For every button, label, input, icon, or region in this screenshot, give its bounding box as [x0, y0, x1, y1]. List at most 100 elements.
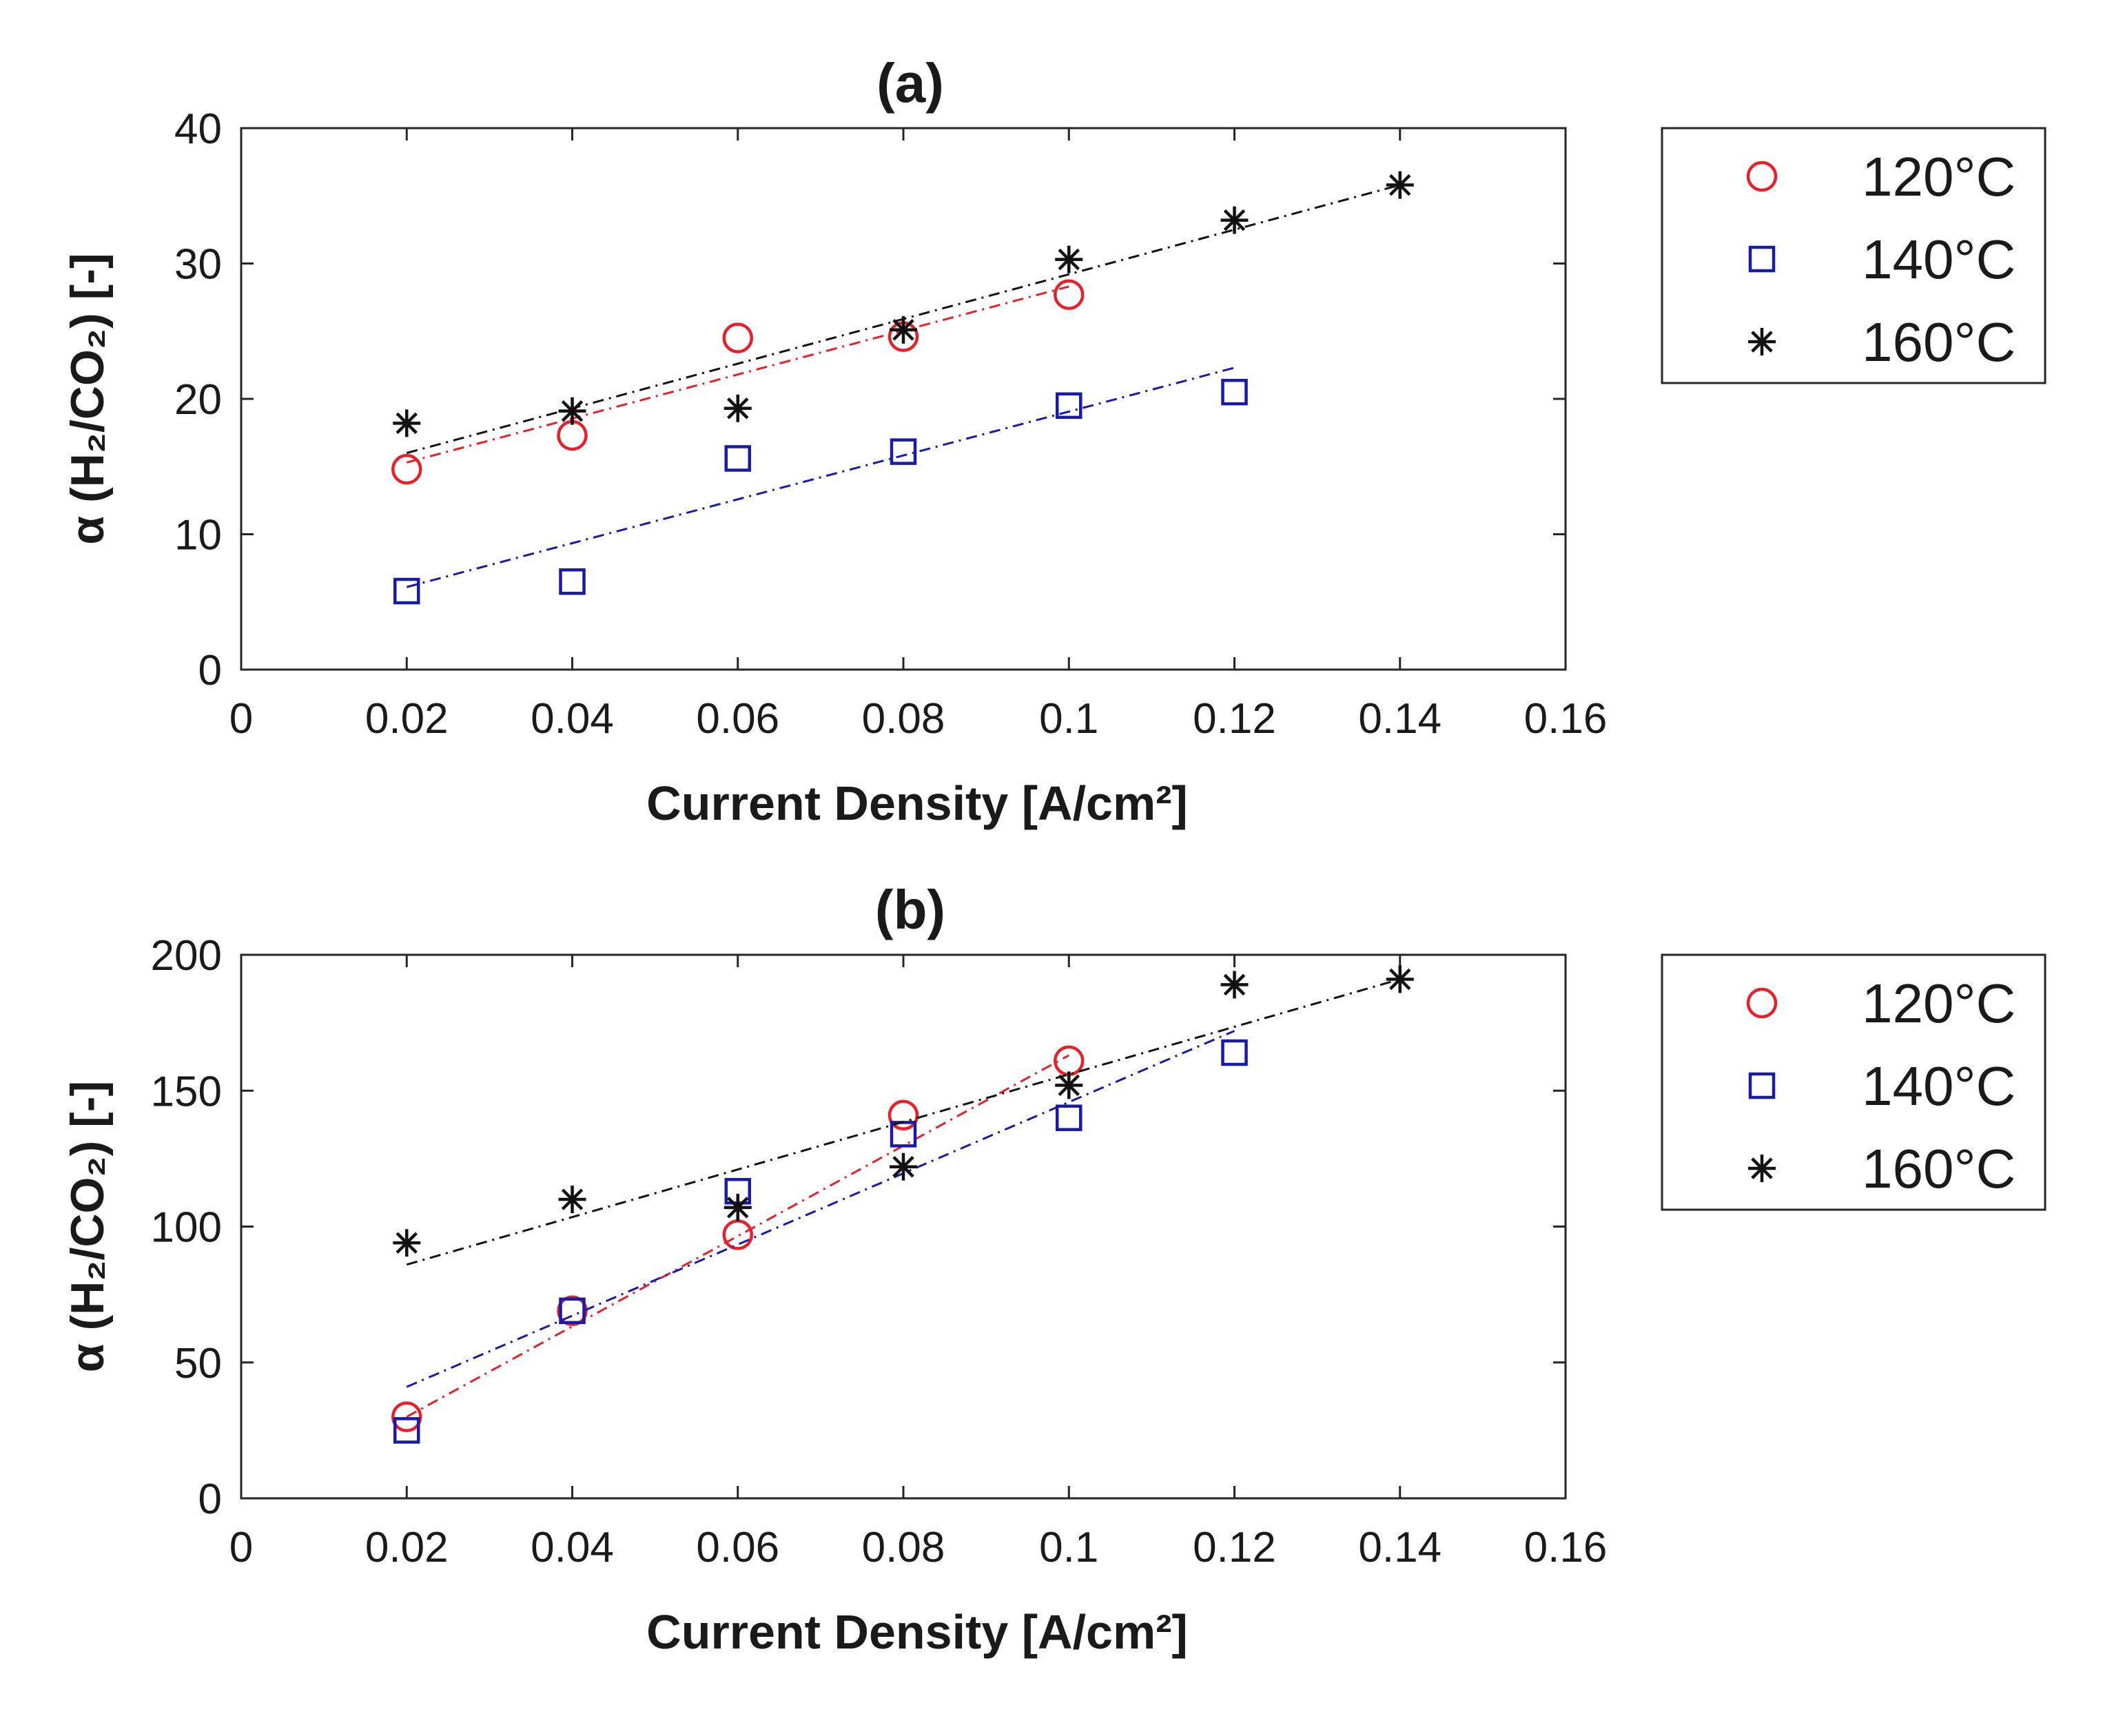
fit-line — [406, 285, 1069, 464]
legend-marker — [1748, 328, 1776, 355]
y-tick-label: 100 — [151, 1204, 222, 1252]
data-point — [1221, 378, 1248, 406]
y-tick-label: 200 — [151, 932, 222, 980]
legend-marker — [1748, 245, 1776, 273]
panel-a: (a) 0 0.02 0.04 0.06 0.08 0.1 0.12 0.14 0.16 0 10 20… — [61, 52, 2046, 830]
x-tick-label: 0.02 — [365, 695, 449, 743]
data-point — [1054, 279, 1085, 310]
legend-label: 120°C — [1862, 146, 2015, 207]
plot-area — [240, 127, 1567, 671]
x-tick-label: 0.16 — [1524, 1524, 1608, 1571]
series-160°C — [393, 171, 1414, 455]
data-point — [391, 1401, 422, 1432]
data-point — [559, 568, 586, 595]
x-axis-label: Current Density [A/cm²] — [646, 776, 1188, 830]
x-tick-label: 0.02 — [365, 1524, 449, 1571]
data-point — [722, 322, 753, 353]
x-tick-label: 0.12 — [1193, 695, 1276, 743]
series-140°C — [393, 1030, 1248, 1444]
x-tick-label: 0.16 — [1524, 695, 1608, 743]
y-tick-label: 20 — [174, 376, 222, 424]
x-tick-label: 0 — [229, 695, 253, 743]
legend: 120°C 140°C 160°C — [1661, 953, 2046, 1211]
data-point — [890, 316, 917, 344]
legend-item: 120°C — [1746, 973, 2015, 1034]
data-point — [558, 1186, 586, 1214]
legend-item: 120°C — [1746, 146, 2015, 207]
legend-label: 160°C — [1862, 311, 2015, 373]
data-point — [1056, 392, 1083, 420]
legend-marker — [1746, 987, 1778, 1019]
y-tick-label: 0 — [198, 647, 222, 694]
legend-box — [1661, 953, 2046, 1211]
data-point — [393, 577, 420, 605]
y-axis-label: α (H₂/CO₂) [-] — [61, 1081, 114, 1372]
plot-area — [240, 953, 1567, 1500]
x-tick-label: 0.04 — [531, 695, 614, 743]
data-point — [724, 394, 752, 422]
x-axis-label: Current Density [A/cm²] — [646, 1605, 1188, 1659]
series-160°C — [393, 965, 1414, 1266]
y-tick-label: 30 — [174, 241, 222, 289]
x-tick-label: 0.08 — [862, 695, 945, 743]
data-point — [559, 1297, 586, 1325]
x-tick-label: 0.12 — [1193, 1524, 1276, 1571]
data-point — [724, 1193, 752, 1221]
y-axis-label: α (H₂/CO₂) [-] — [61, 253, 114, 544]
y-tick-label: 50 — [174, 1340, 222, 1387]
x-tick-label: 0.14 — [1358, 695, 1442, 743]
fit-line — [406, 366, 1235, 588]
data-point — [890, 438, 917, 465]
data-point — [1055, 1071, 1083, 1099]
data-point — [1386, 965, 1414, 993]
legend-item: 140°C — [1748, 1055, 2015, 1117]
data-point — [1221, 1039, 1248, 1066]
x-tick-label: 0.1 — [1039, 695, 1098, 743]
x-tick-label: 0.06 — [696, 695, 779, 743]
x-tick-label: 0.1 — [1039, 1524, 1098, 1571]
fit-line — [406, 1030, 1235, 1388]
x-tick-label: 0.08 — [862, 1524, 945, 1571]
legend-item: 160°C — [1748, 311, 2015, 373]
legend: 120°C 140°C 160°C — [1661, 127, 2046, 384]
y-tick-label: 10 — [174, 512, 222, 559]
data-point — [890, 1153, 917, 1181]
legend-marker — [1748, 1072, 1776, 1099]
legend-label: 140°C — [1862, 1055, 2015, 1117]
fit-line — [406, 1054, 1069, 1418]
series-120°C — [391, 1045, 1085, 1432]
data-point — [1056, 1104, 1083, 1131]
data-point — [393, 409, 421, 437]
legend-marker — [1746, 161, 1778, 192]
panel-b: (b) 0 0.02 0.04 0.06 0.08 0.1 0.12 0.14 0.16 0 50 10… — [61, 879, 2046, 1659]
legend-label: 120°C — [1862, 973, 2015, 1034]
series-140°C — [393, 366, 1248, 605]
x-tick-label: 0.06 — [696, 1524, 779, 1571]
legend-item: 140°C — [1748, 229, 2015, 290]
x-tick-label: 0.14 — [1358, 1524, 1442, 1571]
y-tick-label: 40 — [174, 105, 222, 153]
x-tick-label: 0.04 — [531, 1524, 614, 1571]
data-point — [1220, 971, 1249, 999]
data-point — [888, 1099, 919, 1131]
data-point — [1055, 245, 1083, 273]
data-point — [393, 1229, 421, 1257]
legend-label: 160°C — [1862, 1138, 2015, 1199]
legend-marker — [1748, 1155, 1776, 1182]
data-point — [724, 445, 751, 472]
chart-title: (b) — [875, 879, 945, 940]
legend-label: 140°C — [1862, 229, 2015, 290]
data-point — [391, 453, 422, 485]
data-point — [1220, 206, 1249, 234]
legend-item: 160°C — [1748, 1138, 2015, 1199]
data-point — [1386, 171, 1414, 199]
y-tick-label: 150 — [151, 1068, 222, 1115]
x-tick-label: 0 — [229, 1524, 253, 1571]
data-point — [558, 397, 586, 425]
legend-box — [1661, 127, 2046, 384]
fit-line — [406, 978, 1401, 1266]
data-point — [393, 1417, 420, 1444]
y-tick-label: 0 — [198, 1476, 222, 1523]
chart-title: (a) — [876, 52, 944, 114]
